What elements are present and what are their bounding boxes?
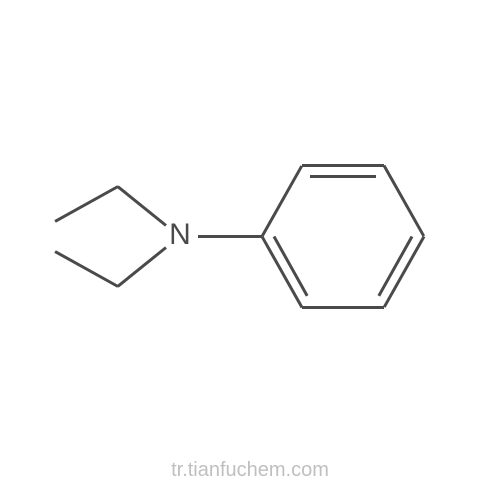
bond [302, 306, 384, 309]
bond [261, 165, 304, 237]
bond [261, 236, 304, 308]
bond [117, 247, 167, 288]
bond [302, 164, 384, 167]
bond [198, 235, 262, 238]
atom-label-N: N [167, 218, 193, 252]
bond [383, 165, 426, 237]
bond [310, 175, 376, 178]
watermark: tr.tianfuchem.com [171, 459, 329, 482]
bond [54, 250, 118, 288]
bond [117, 185, 167, 226]
bond [54, 185, 118, 223]
molecule-canvas: Ntr.tianfuchem.com [0, 0, 500, 500]
